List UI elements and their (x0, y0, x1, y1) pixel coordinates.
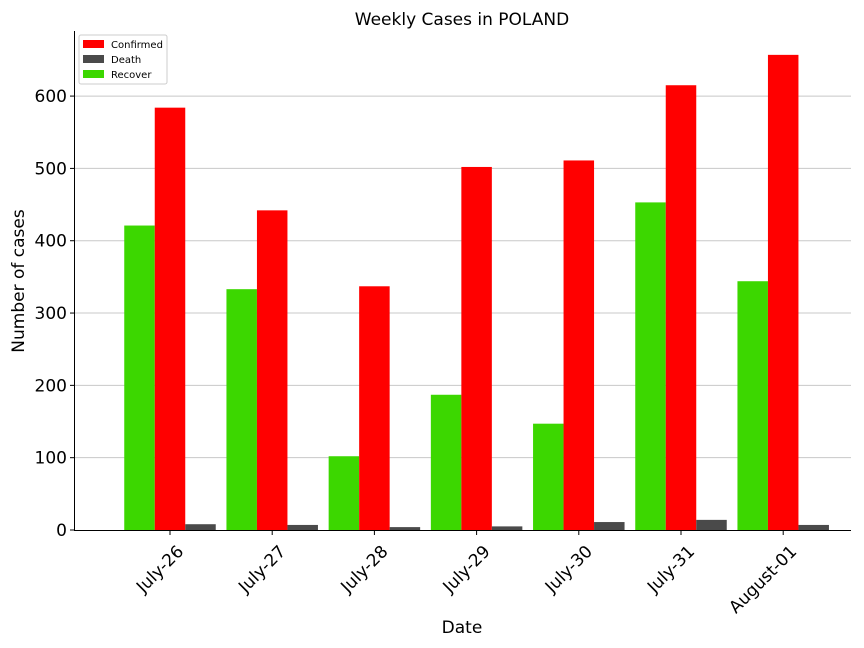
bar-confirmed-july-28 (359, 286, 390, 530)
legend: Confirmed Death Recover (78, 34, 168, 85)
bar-death-july-30 (594, 522, 625, 530)
legend-swatch-death (83, 55, 104, 63)
bar-recover-august-01 (737, 281, 768, 530)
x-axis-ticks: July-26 July-27 July-28 July-29 July-30 July-… (132, 530, 801, 618)
bar-death-august-01 (798, 524, 829, 530)
y-tick-label: 600 (35, 87, 67, 107)
chart-title: Weekly Cases in POLAND (355, 10, 569, 30)
bar-death-july-31 (696, 519, 727, 530)
bar-confirmed-july-31 (665, 85, 697, 530)
bar-recover-july-26 (124, 225, 155, 531)
bar-recover-july-27 (226, 289, 257, 530)
bar-death-july-27 (287, 524, 318, 530)
y-tick-label: 0 (56, 521, 67, 541)
bar-confirmed-july-29 (461, 166, 492, 531)
bars (124, 54, 829, 531)
bar-confirmed-july-27 (256, 210, 288, 531)
bar-death-july-29 (491, 526, 523, 530)
x-tick-label: July-27 (234, 542, 290, 598)
legend-swatch-recover (83, 70, 104, 78)
y-tick-label: 100 (35, 449, 67, 469)
bar-recover-july-31 (635, 202, 666, 531)
x-tick-label: July-30 (541, 542, 597, 598)
bar-confirmed-july-26 (154, 107, 186, 531)
y-tick-label: 300 (35, 304, 67, 324)
legend-label-confirmed: Confirmed (111, 40, 163, 51)
bar-death-july-28 (389, 527, 421, 530)
y-tick-label: 400 (35, 232, 67, 252)
y-tick-label: 200 (35, 376, 67, 396)
bar-death-july-26 (185, 524, 216, 530)
bar-recover-july-29 (430, 394, 462, 530)
bar-confirmed-august-01 (767, 54, 799, 530)
bar-recover-july-28 (328, 456, 360, 530)
bar-recover-july-30 (533, 423, 564, 530)
x-tick-label: July-29 (439, 542, 495, 598)
legend-label-recover: Recover (111, 70, 152, 81)
x-tick-label: July-28 (337, 542, 393, 598)
x-tick-label: July-26 (132, 542, 188, 598)
x-axis-label: Date (442, 618, 483, 638)
x-tick-label: July-31 (643, 542, 699, 598)
legend-swatch-confirmed (83, 40, 104, 48)
y-axis-label: Number of cases (9, 209, 29, 353)
y-axis-ticks: 0 100 200 300 400 500 600 (35, 87, 75, 541)
y-tick-label: 500 (35, 159, 67, 179)
legend-label-death: Death (111, 55, 141, 66)
bar-confirmed-july-30 (563, 160, 595, 530)
x-tick-label: August-01 (725, 542, 801, 618)
